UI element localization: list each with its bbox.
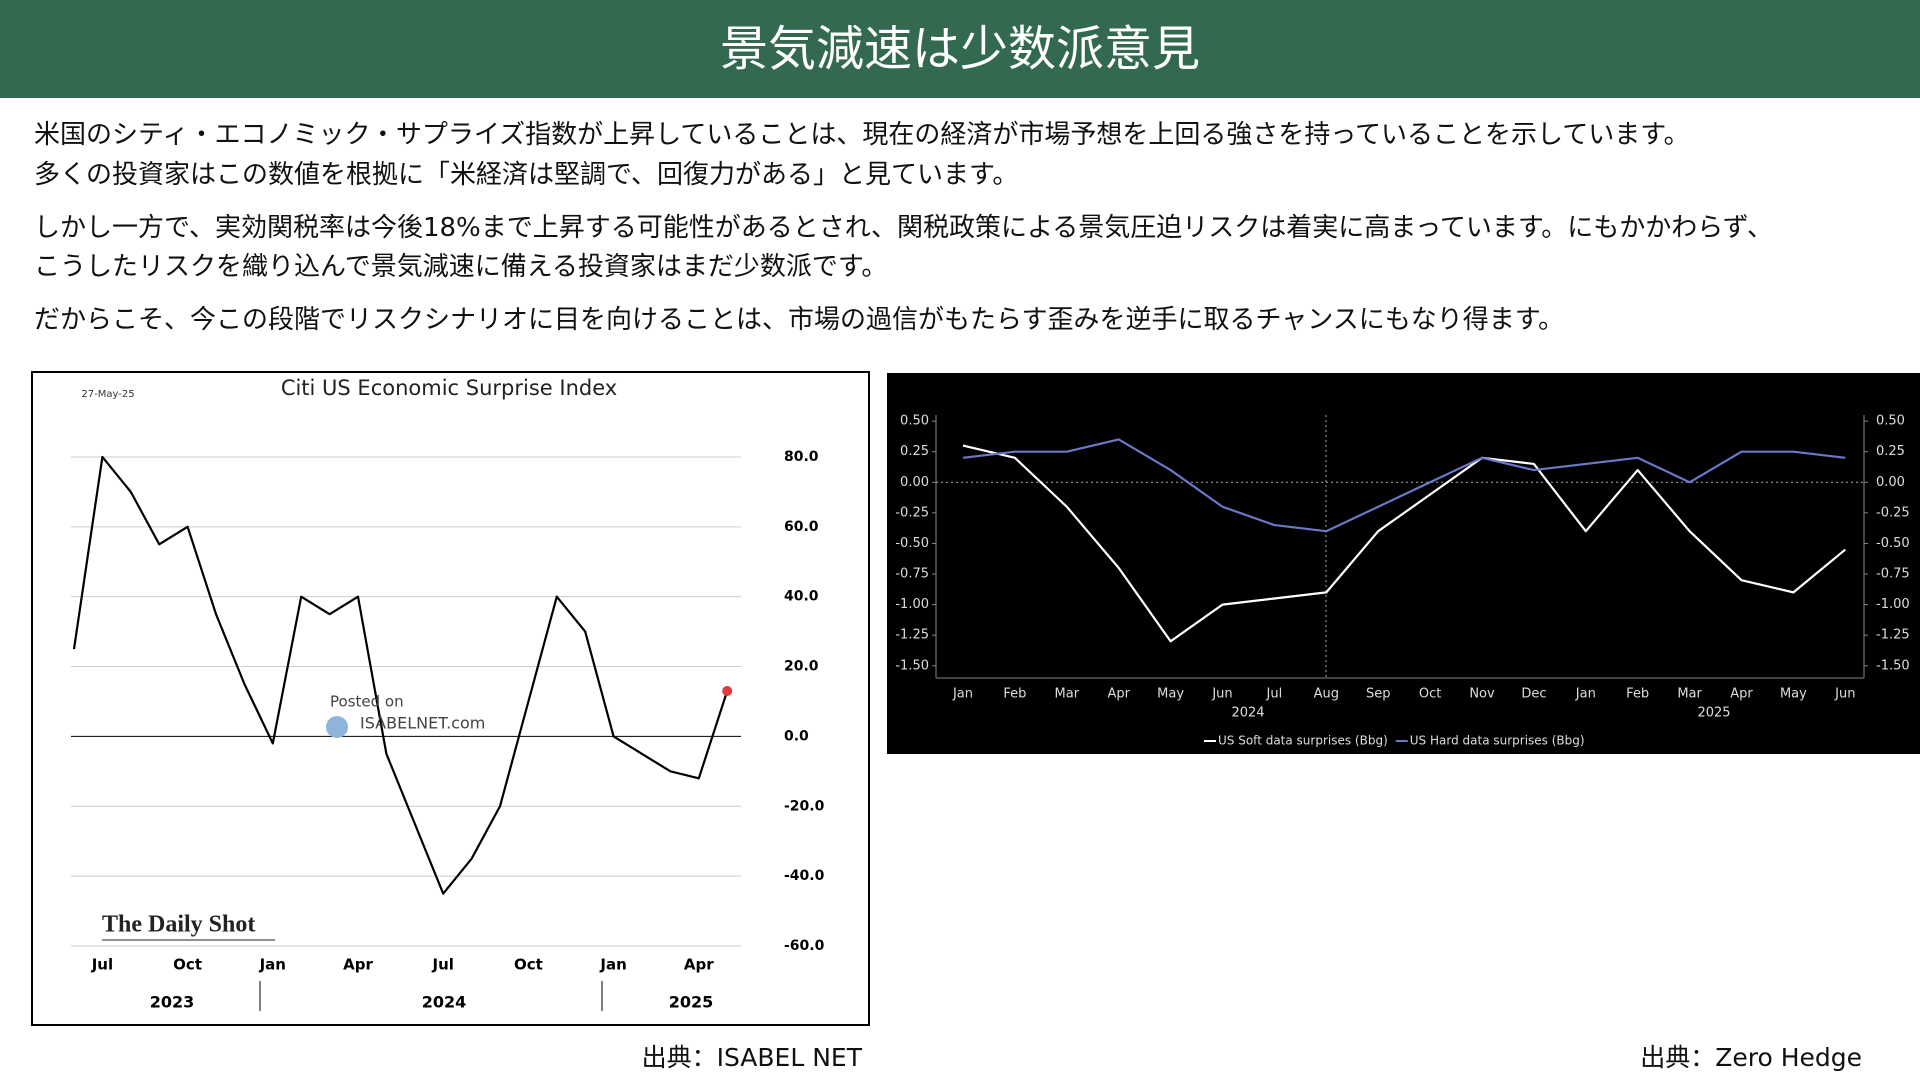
x-tick-label: Apr (684, 956, 714, 974)
y-tick-label: -0.50 (1876, 536, 1910, 551)
y-tick-label: -0.75 (895, 567, 929, 582)
paragraph-line: だからこそ、今この段階でリスクシナリオに目を向けることは、市場の過信がもたらす歪… (34, 305, 1565, 335)
x-tick-label: Jan (259, 956, 286, 974)
y-tick-label: 80.0 (784, 449, 819, 465)
x-tick-label: Jun (1211, 687, 1232, 702)
x-tick-label: Aug (1314, 687, 1339, 702)
y-tick-label: -1.00 (895, 597, 929, 612)
y-tick-label: -1.50 (895, 658, 929, 673)
watermark: ISABELNET.com (360, 714, 485, 733)
y-tick-label: -0.50 (895, 536, 929, 551)
source: 出典：ISABEL NET (641, 1043, 862, 1072)
y-tick-label: -1.25 (895, 628, 929, 643)
legend-label: US Hard data surprises (Bbg) (1410, 734, 1585, 748)
x-tick-label: Jan (599, 956, 626, 974)
legend-label: US Soft data surprises (Bbg) (1218, 734, 1388, 748)
watermark-logo (326, 716, 348, 738)
x-tick-label: Nov (1469, 687, 1495, 702)
year-label: 2025 (1697, 706, 1730, 721)
y-tick-label: -40.0 (784, 868, 825, 884)
source: 出典：Zero Hedge (1640, 1043, 1862, 1072)
y-tick-label: 0.00 (900, 475, 929, 490)
paragraph-line: しかし一方で、実効関税率は今後18%まで上昇する可能性があるとされ、関税政策によ… (34, 213, 1773, 243)
y-tick-label: -0.25 (1876, 505, 1910, 520)
line (72, 455, 729, 895)
chart: 80.0 60.0 40.0 20.0 0.0 -20.0 -40.0 -60.0 Jul Oct… (31, 371, 870, 1026)
y-tick-label: 0.0 (784, 728, 809, 744)
y-tick-label: 0.25 (900, 444, 929, 459)
chart-background (887, 373, 1920, 754)
y-tick-label: 40.0 (784, 589, 819, 605)
x-tick-label: Feb (1626, 687, 1649, 702)
line (962, 438, 1846, 533)
x-tick-label: Oct (1419, 687, 1441, 702)
y-tick-label: -0.25 (895, 505, 929, 520)
x-tick-label: Jul (1266, 687, 1283, 702)
x-tick-label: May (1157, 687, 1184, 702)
y-tick-label: 0.50 (1876, 414, 1905, 429)
brand: The Daily Shot (102, 912, 255, 938)
x-tick-label: Apr (1107, 687, 1130, 702)
y-tick-label: 0.25 (1876, 444, 1905, 459)
x-tick-label: May (1780, 687, 1807, 702)
x-tick-label: Mar (1055, 687, 1080, 702)
y-tick-label: -0.75 (1876, 567, 1910, 582)
y-tick-label: -1.25 (1876, 628, 1910, 643)
paragraph-line: 米国のシティ・エコノミック・サプライズ指数が上昇していることは、現在の経済が市場… (34, 120, 1690, 150)
x-tick-label: Apr (1730, 687, 1753, 702)
date-label: 27-May-25 (81, 389, 134, 400)
x-tick-label: Jan (952, 687, 973, 702)
x-tick-label: Jul (91, 956, 113, 974)
year-label: 2024 (422, 993, 467, 1012)
y-tick-label: -60.0 (784, 938, 825, 954)
x-tick-label: Dec (1521, 687, 1546, 702)
y-tick-label: -1.50 (1876, 658, 1910, 673)
x-tick-label: Mar (1677, 687, 1702, 702)
last-point (722, 686, 733, 696)
chart-frame (31, 371, 870, 1026)
watermark: Posted on (330, 693, 404, 711)
x-tick-label: Oct (514, 956, 543, 974)
chart: 0.50 0.50 0.25 0.25 0.00 0.00 -0.25 -0.25 -0.50 -… (887, 373, 1920, 754)
x-tick-label: Sep (1366, 687, 1391, 702)
year-label: 2024 (1231, 706, 1264, 721)
y-tick-label: 0.50 (900, 414, 929, 429)
y-tick-label: -20.0 (784, 798, 825, 814)
header-title: 景気減速は少数派意見 (0, 0, 1920, 98)
x-tick-label: Apr (343, 956, 373, 974)
chart-title: Citi US Economic Surprise Index (281, 376, 617, 400)
x-tick-label: Jun (1834, 687, 1855, 702)
y-tick-label: 20.0 (784, 659, 819, 675)
y-tick-label: 0.00 (1876, 475, 1905, 490)
x-tick-label: Feb (1003, 687, 1026, 702)
y-tick-label: 60.0 (784, 519, 819, 535)
x-tick-label: Jan (1575, 687, 1596, 702)
line (962, 444, 1846, 643)
paragraph-line: 多くの投資家はこの数値を根拠に「米経済は堅調で、回復力がある」と見ています。 (34, 160, 1019, 190)
year-label: 2025 (669, 993, 714, 1012)
year-label: 2023 (150, 993, 195, 1012)
x-tick-label: Oct (173, 956, 202, 974)
x-tick-label: Jul (431, 956, 453, 974)
y-tick-label: -1.00 (1876, 597, 1910, 612)
paragraph-line: こうしたリスクを織り込んで景気減速に備える投資家はまだ少数派です。 (34, 252, 888, 282)
